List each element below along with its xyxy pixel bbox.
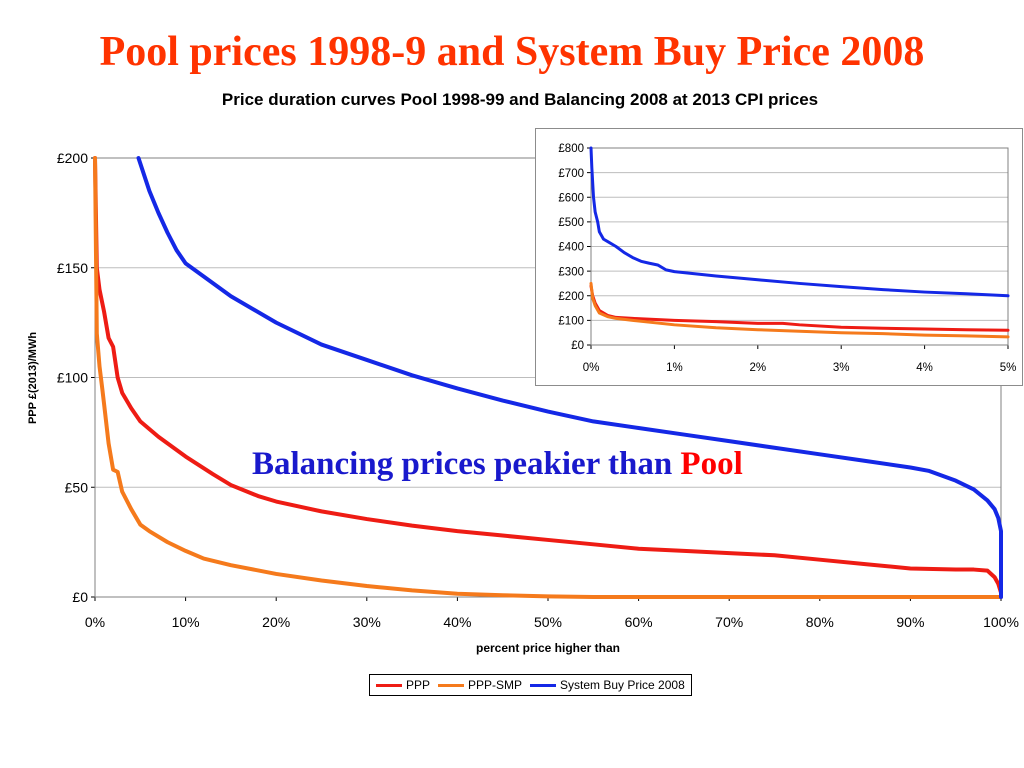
legend-swatch-ppp: [376, 683, 402, 687]
series-line-ppp-smp: [589, 281, 1010, 339]
legend-label-ppp-smp: PPP-SMP: [468, 678, 523, 692]
x-tick-label: 0%: [583, 362, 600, 374]
y-tick-label: £150: [57, 260, 88, 276]
series-line-ppp-smp: [93, 156, 1003, 599]
x-tick-label: 1%: [666, 362, 683, 374]
callout-main: Balancing prices peakier than: [252, 446, 681, 482]
callout-text: Balancing prices peakier than Pool: [252, 446, 743, 483]
y-tick-label: £100: [57, 370, 88, 386]
x-tick-label: 70%: [715, 614, 743, 630]
x-tick-label: 0%: [85, 614, 105, 630]
y-tick-label: £700: [558, 168, 584, 180]
series-line-system-buy-price-2008: [136, 156, 1003, 599]
main-series: [93, 156, 1003, 599]
x-tick-label: 60%: [625, 614, 653, 630]
x-tick-label: 30%: [353, 614, 381, 630]
x-tick-label: 80%: [806, 614, 834, 630]
x-tick-label: 40%: [443, 614, 471, 630]
x-tick-label: 4%: [916, 362, 933, 374]
x-tick-label: 100%: [983, 614, 1019, 630]
x-tick-label: 50%: [534, 614, 562, 630]
y-tick-label: £0: [72, 589, 88, 605]
series-line-ppp: [93, 156, 1003, 595]
plot-area-border: [590, 147, 1009, 346]
y-tick-label: £300: [558, 266, 584, 278]
y-tick-label: £500: [558, 217, 584, 229]
chart-legend: PPP PPP-SMP System Buy Price 2008: [369, 674, 692, 696]
inset-axes: [587, 147, 1009, 349]
legend-item-sbp: System Buy Price 2008: [530, 678, 685, 692]
y-tick-label: £100: [558, 316, 584, 328]
x-tick-label: 90%: [896, 614, 924, 630]
main-x-tick-labels: 0% 10% 20% 30% 40% 50% 60% 70% 80% 90% 100%: [85, 614, 1019, 630]
inset-x-tick-labels: 0% 1% 2% 3% 4% 5%: [583, 362, 1017, 374]
chart-title: Price duration curves Pool 1998-99 and B…: [221, 90, 819, 109]
legend-label-sbp: System Buy Price 2008: [560, 678, 685, 692]
y-tick-label: £200: [57, 150, 88, 166]
series-line-system-buy-price-2008: [589, 146, 1010, 298]
legend-item-ppp-smp: PPP-SMP: [438, 678, 522, 692]
legend-label-ppp: PPP: [406, 678, 431, 692]
inset-y-tick-labels: £0 £100 £200 £300 £400 £500 £600 £700 £800: [558, 143, 584, 352]
x-axis-label: percent price higher than: [476, 641, 620, 655]
y-tick-label: £200: [558, 291, 584, 303]
x-tick-label: 20%: [262, 614, 290, 630]
x-tick-label: 3%: [833, 362, 850, 374]
x-tick-label: 5%: [1000, 362, 1017, 374]
legend-swatch-sbp: [530, 683, 557, 687]
callout-emphasis: Pool: [680, 446, 743, 482]
y-tick-label: £50: [65, 479, 89, 495]
inset-chart: £0 £100 £200 £300 £400 £500 £600 £700 £800 0% 1% 2…: [558, 143, 1017, 374]
y-tick-label: £0: [571, 340, 584, 352]
legend-swatch-ppp-smp: [438, 683, 465, 687]
legend-item-ppp: PPP: [376, 678, 430, 692]
y-tick-label: £800: [558, 143, 584, 155]
inset-series: [589, 146, 1010, 339]
y-tick-label: £400: [558, 242, 584, 254]
x-tick-label: 2%: [749, 362, 766, 374]
slide-title: Pool prices 1998-9 and System Buy Price …: [99, 29, 925, 75]
y-axis-label: PPP £(2013)/MWh: [27, 332, 39, 424]
y-tick-label: £600: [558, 192, 584, 204]
inset-gridlines: [591, 147, 1008, 346]
inset-chart-panel: £0 £100 £200 £300 £400 £500 £600 £700 £800 0% 1% 2…: [535, 128, 1023, 386]
x-tick-label: 10%: [172, 614, 200, 630]
main-y-tick-labels: £0 £50 £100 £150 £200: [57, 150, 88, 605]
